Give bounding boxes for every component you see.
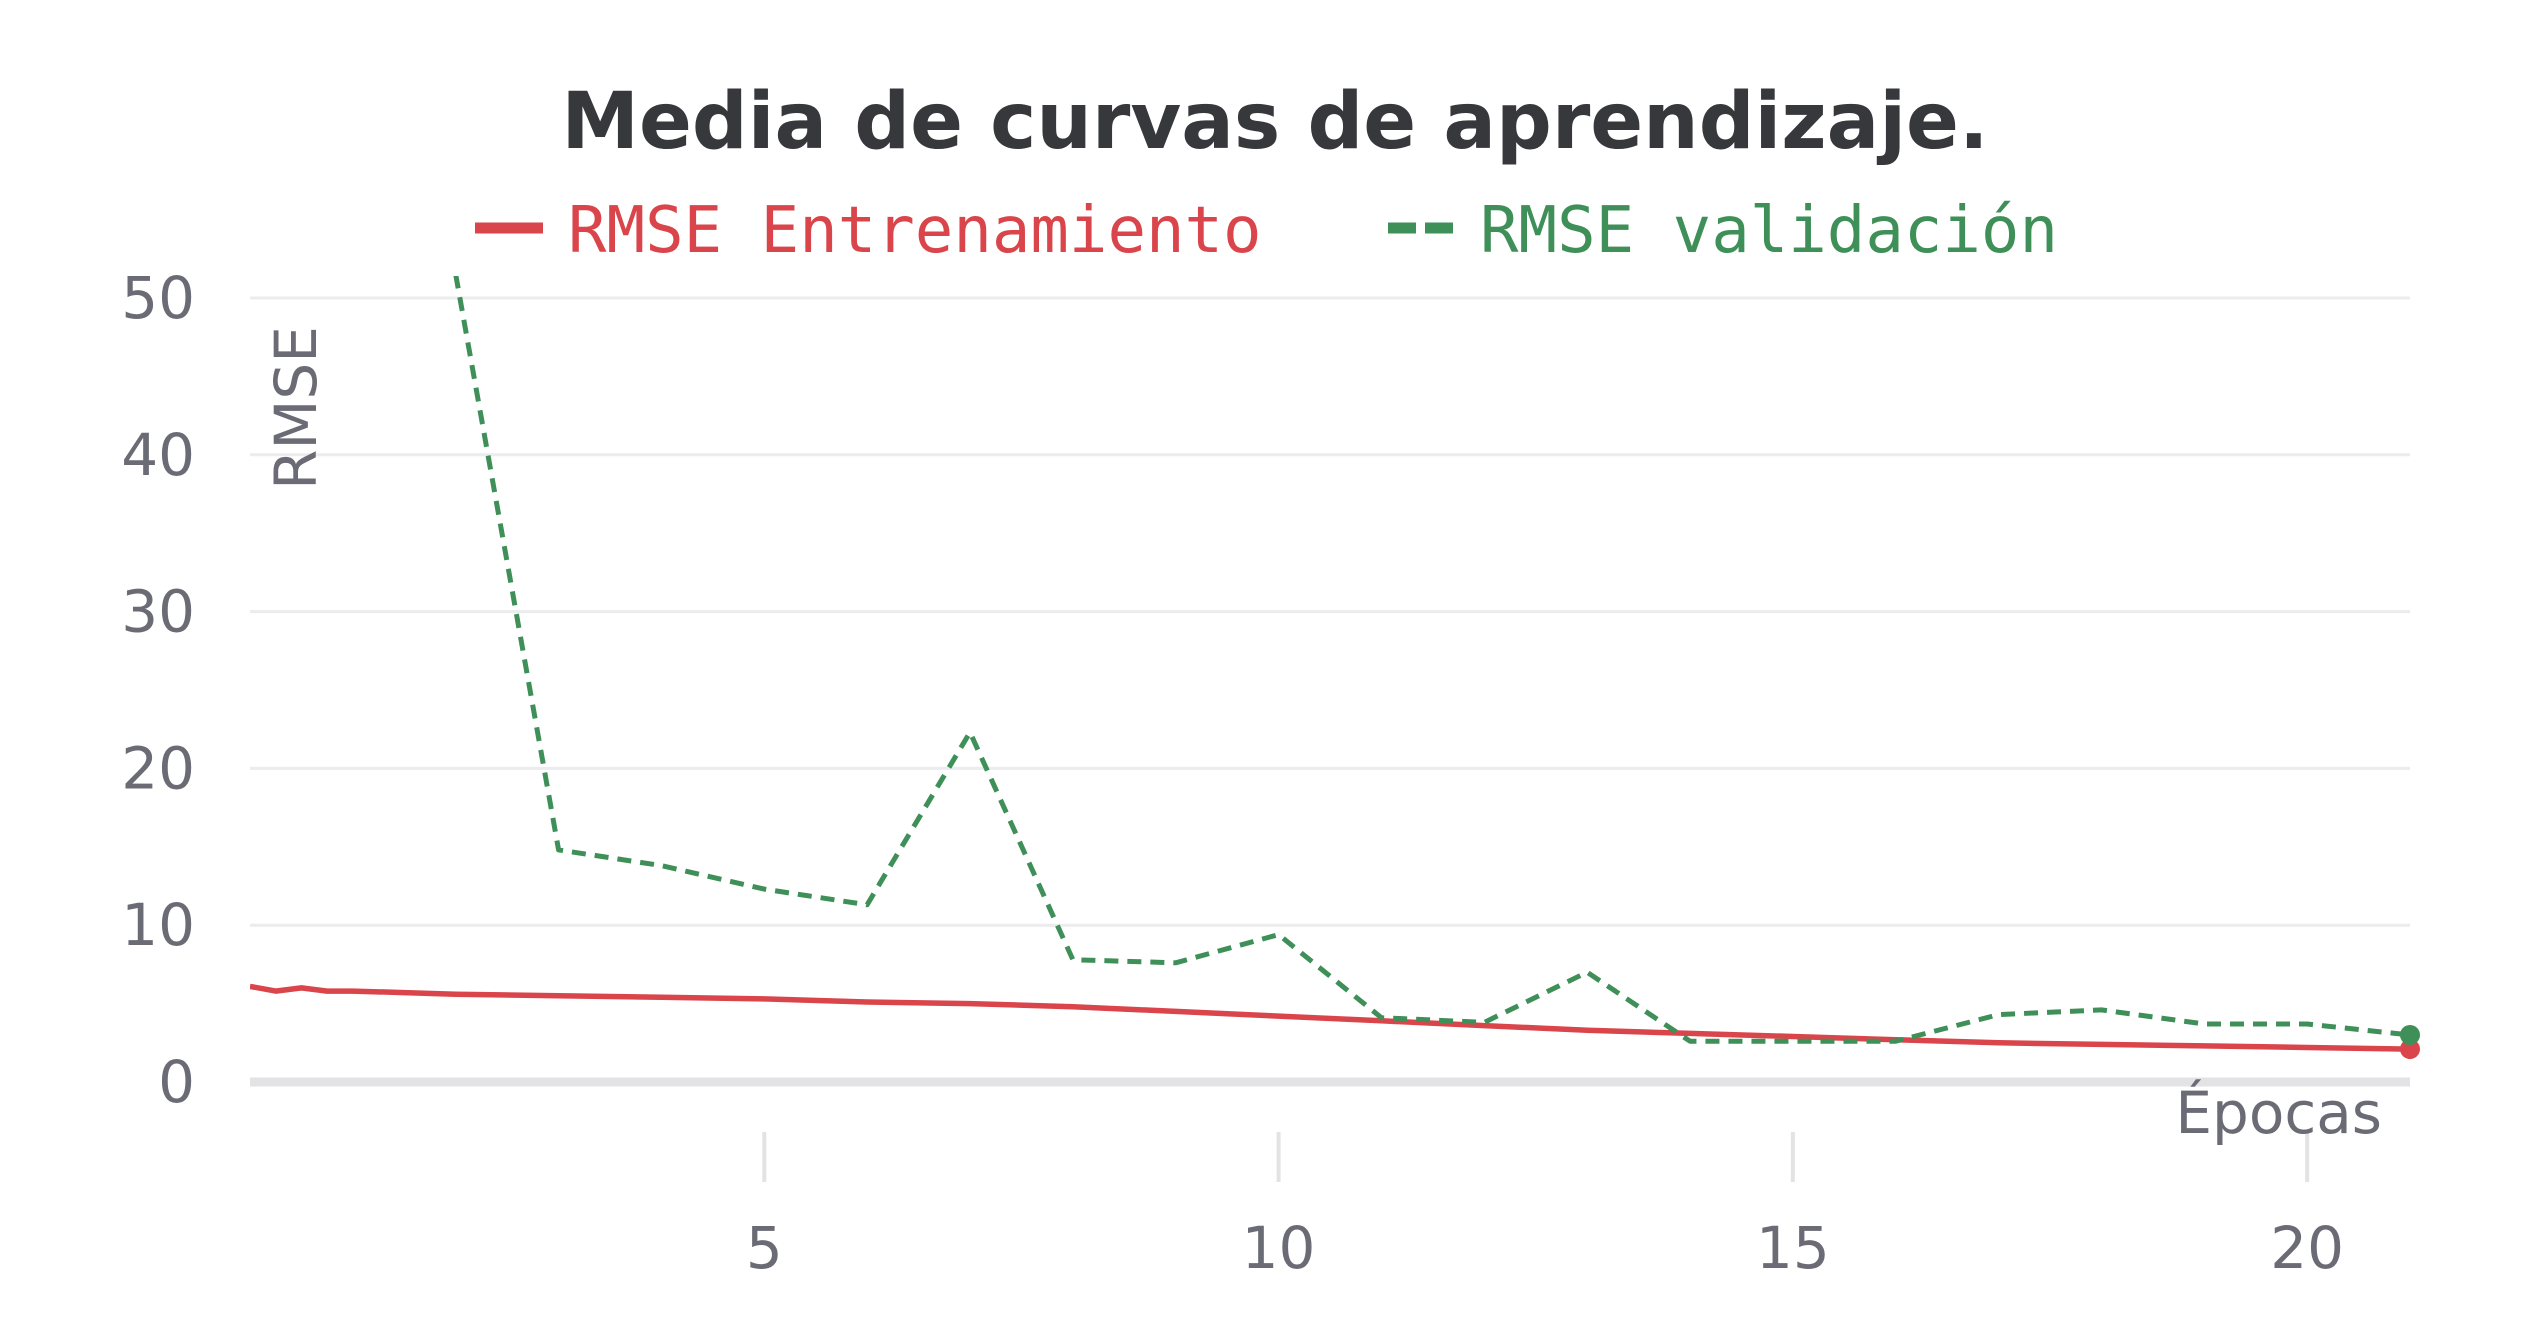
legend-label: RMSE Entrenamiento	[568, 194, 1262, 268]
legend-label: RMSE validación	[1480, 194, 2058, 268]
y-tick-label: 40	[121, 421, 195, 489]
y-tick-label: 10	[121, 891, 195, 959]
x-tick-label: 10	[1242, 1214, 1316, 1282]
x-axis-title: Épocas	[2175, 1078, 2382, 1147]
y-tick-label: 0	[158, 1048, 195, 1116]
series-line-rmse-validaci-n	[453, 276, 2410, 1044]
y-tick-label: 30	[121, 578, 195, 646]
y-axis-title: RMSE	[262, 326, 330, 490]
series-end-point	[2400, 1024, 2420, 1045]
chart-title: Media de curvas de aprendizaje.	[561, 77, 1988, 167]
legend: RMSE Entrenamiento RMSE validación	[475, 194, 2058, 268]
y-tick-label: 50	[121, 264, 195, 332]
series-end-markers	[2400, 1024, 2420, 1060]
x-axis-ticks: 5 10 15 20	[746, 1132, 2344, 1282]
x-tick-label: 20	[2270, 1214, 2344, 1282]
y-tick-label: 20	[121, 734, 195, 802]
x-tick-label: 15	[1756, 1214, 1830, 1282]
series-layer	[250, 276, 2410, 1052]
grid-lines	[250, 296, 2410, 1087]
y-axis-ticks: 0 10 20 30 40 50	[121, 264, 195, 1116]
series-end-point	[2400, 1039, 2420, 1060]
series-line-rmse-entrenamiento	[250, 983, 2410, 1052]
x-tick-label: 5	[746, 1214, 783, 1282]
